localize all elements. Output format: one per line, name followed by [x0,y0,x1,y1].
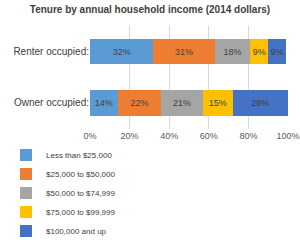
svg-text:9%: 9% [253,47,266,57]
svg-text:$75,000 to $99,999: $75,000 to $99,999 [46,208,116,217]
svg-text:20%: 20% [121,131,139,141]
svg-text:15%: 15% [209,98,227,108]
svg-text:60%: 60% [200,131,218,141]
svg-text:32%: 32% [113,47,131,57]
svg-text:0%: 0% [83,131,96,141]
svg-text:Tenure by annual household inc: Tenure by annual household income (2014 … [30,4,270,15]
svg-text:22%: 22% [130,98,148,108]
svg-text:21%: 21% [173,98,191,108]
svg-text:14%: 14% [95,98,113,108]
svg-text:18%: 18% [224,47,242,57]
svg-text:Owner occupied:: Owner occupied: [14,97,89,108]
svg-text:80%: 80% [239,131,257,141]
svg-text:Less than $25,000: Less than $25,000 [46,151,112,160]
svg-text:28%: 28% [251,98,269,108]
svg-text:Renter occupied:: Renter occupied: [13,46,89,57]
svg-text:$50,000 to $74,999: $50,000 to $74,999 [46,189,116,198]
svg-text:100%: 100% [276,131,299,141]
svg-text:$25,000 to $50,000: $25,000 to $50,000 [46,170,116,179]
svg-text:31%: 31% [175,47,193,57]
svg-text:40%: 40% [160,131,178,141]
svg-text:$100,000 and up: $100,000 and up [46,227,107,236]
svg-text:9%: 9% [271,47,284,57]
